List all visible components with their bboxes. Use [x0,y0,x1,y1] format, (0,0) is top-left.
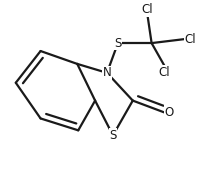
Text: Cl: Cl [184,33,196,46]
Text: Cl: Cl [142,3,153,16]
Text: S: S [114,37,122,50]
Text: O: O [165,106,174,119]
Text: Cl: Cl [159,66,170,79]
Text: S: S [109,129,117,142]
Text: N: N [103,66,111,79]
